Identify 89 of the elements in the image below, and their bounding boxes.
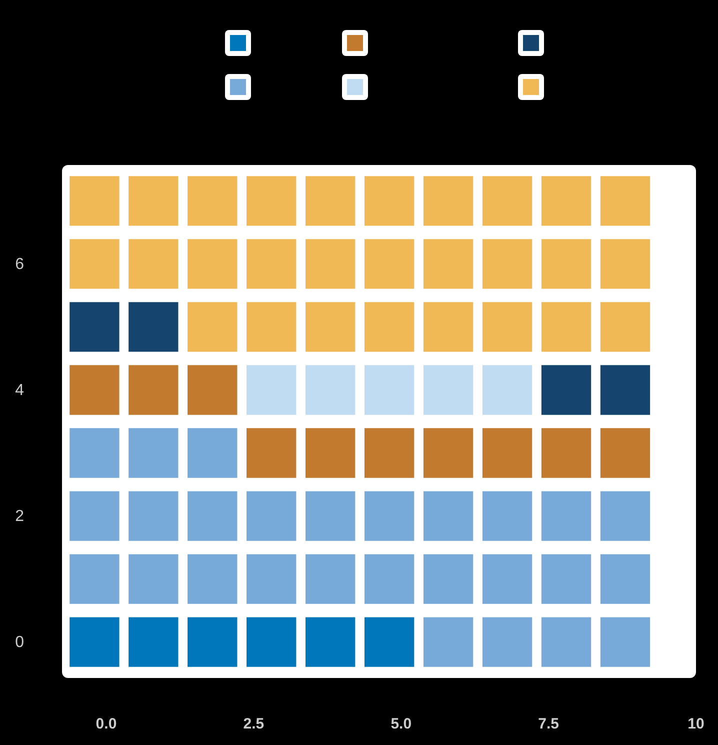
point [188,428,238,478]
point [423,365,474,415]
point [364,491,414,541]
x-tick-label: 7.5 [538,716,559,733]
point [364,554,414,604]
point [246,428,296,478]
point [70,617,120,667]
point [600,239,650,289]
point [482,302,532,352]
point [246,239,296,289]
point [600,491,650,541]
point [541,365,592,415]
y-tick-label: 2 [15,508,24,526]
point [306,617,356,667]
point [600,365,650,415]
point [188,617,238,667]
point [70,554,120,604]
point [482,176,532,226]
point [482,239,532,289]
point [128,239,178,289]
point [423,554,474,604]
point [246,365,296,415]
point [306,176,356,226]
point [423,239,474,289]
point [188,302,238,352]
point [246,176,296,226]
x-tick-label: 2.5 [243,716,264,733]
x-tick-label: 5.0 [390,716,412,733]
point [482,491,532,541]
point [364,365,414,415]
point [188,239,238,289]
x-tick-label: 10 [688,716,704,733]
point [482,365,532,415]
point [541,554,592,604]
point [306,428,356,478]
point [482,428,532,478]
point [128,491,178,541]
point [423,617,474,667]
point [306,491,356,541]
point [128,617,178,667]
point [188,365,238,415]
point [128,176,178,226]
point [70,176,120,226]
point [364,302,414,352]
point [423,302,474,352]
y-tick-label: 4 [15,382,24,400]
point [600,428,650,478]
point [70,365,120,415]
point [541,302,592,352]
point [600,617,650,667]
point [364,617,414,667]
point [306,554,356,604]
point [306,365,356,415]
point [600,554,650,604]
point [70,302,120,352]
point [128,428,178,478]
y-tick-label: 0 [15,634,24,652]
point [306,302,356,352]
point [128,302,178,352]
point [188,554,238,604]
point [541,239,592,289]
point [188,176,238,226]
point [70,491,120,541]
point [600,176,650,226]
point [364,176,414,226]
y-tick-label: 6 [15,256,24,274]
point [246,302,296,352]
point [246,554,296,604]
point [423,428,474,478]
point [128,365,178,415]
point [70,428,120,478]
point [188,491,238,541]
point [600,302,650,352]
point [364,428,414,478]
point [128,554,178,604]
point [423,176,474,226]
point [482,554,532,604]
point [364,239,414,289]
point [541,617,592,667]
point [541,176,592,226]
point [541,428,592,478]
point [541,491,592,541]
x-tick-label: 0.0 [96,716,117,733]
point [482,617,532,667]
point [246,617,296,667]
point [246,491,296,541]
point [423,491,474,541]
point [306,239,356,289]
point [70,239,120,289]
